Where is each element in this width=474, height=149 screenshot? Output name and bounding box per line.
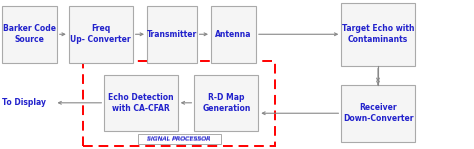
Text: Target Echo with
Contaminants: Target Echo with Contaminants [342,24,414,44]
Text: SIGNAL PROCESSOR: SIGNAL PROCESSOR [147,137,211,142]
Text: Antenna: Antenna [215,30,252,39]
Text: R-D Map
Generation: R-D Map Generation [202,93,251,113]
Text: Transmitter: Transmitter [146,30,197,39]
FancyBboxPatch shape [2,6,57,63]
FancyBboxPatch shape [211,6,256,63]
FancyBboxPatch shape [194,74,258,131]
FancyBboxPatch shape [104,74,178,131]
FancyBboxPatch shape [341,3,415,66]
FancyBboxPatch shape [147,6,197,63]
Text: Receiver
Down-Converter: Receiver Down-Converter [343,103,413,123]
FancyBboxPatch shape [341,85,415,142]
Text: To Display: To Display [2,98,46,107]
Text: Freq
Up- Converter: Freq Up- Converter [71,24,131,44]
Text: SIGNAL PROCESSOR: SIGNAL PROCESSOR [147,136,211,141]
FancyBboxPatch shape [69,6,133,63]
FancyBboxPatch shape [137,134,220,144]
Text: Barker Code
Source: Barker Code Source [3,24,56,44]
Text: Echo Detection
with CA-CFAR: Echo Detection with CA-CFAR [108,93,174,113]
